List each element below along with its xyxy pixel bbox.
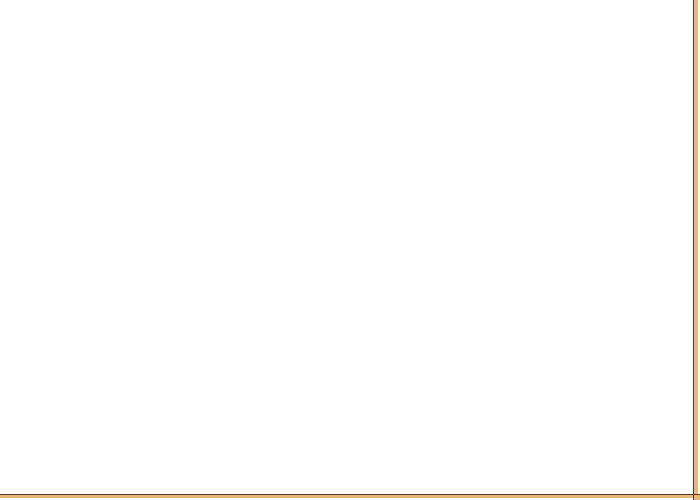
window-frame-bottom-edge	[0, 494, 700, 500]
blank-content-area	[0, 0, 693, 494]
window-resize-corner[interactable]	[693, 494, 700, 500]
window-frame-right-edge	[693, 0, 700, 500]
